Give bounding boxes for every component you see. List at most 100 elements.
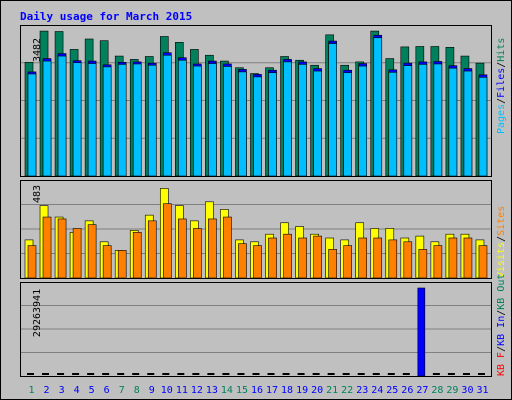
bar-kb-zero-day-3 xyxy=(57,373,65,375)
bar-sites-day-15 xyxy=(238,243,247,279)
legend-visits-sites-part-0: Visits xyxy=(496,242,507,278)
bar-kb-zero-day-21 xyxy=(327,373,335,375)
bar-sites-day-31 xyxy=(478,245,488,279)
x-axis-labels: 1 2 3 4 5 6 7 8 9 10 11 12 13 14 15 16 17 18 19 20 21 22 23 24 2… xyxy=(29,385,489,396)
bar-pages-day-19 xyxy=(298,64,307,177)
bar-sites-day-13 xyxy=(208,218,217,279)
bar-pages-day-30 xyxy=(463,70,473,177)
bar-pages-day-31 xyxy=(478,77,488,177)
bar-kb-zero-day-16 xyxy=(252,373,260,375)
panel3-ymax-label: 29263941 xyxy=(32,289,43,337)
bar-sites-day-19 xyxy=(298,237,307,279)
bar-kb-zero-day-22 xyxy=(342,373,350,375)
bar-pages-day-8 xyxy=(132,63,142,177)
bar-kb-zero-day-31 xyxy=(477,373,485,375)
x-tick-label-day-10: 10 xyxy=(161,385,173,396)
x-tick-label-day-7: 7 xyxy=(119,385,125,396)
bar-sites-day-6 xyxy=(102,245,112,279)
bar-pages-day-11 xyxy=(178,59,187,177)
bar-kb-zero-day-20 xyxy=(312,373,320,375)
x-tick-label-day-12: 12 xyxy=(191,385,203,396)
bar-pages-day-23 xyxy=(358,65,368,177)
bar-pages-day-17 xyxy=(268,72,277,177)
bar-marks xyxy=(24,30,488,377)
x-tick-label-day-22: 22 xyxy=(341,385,353,396)
x-tick-label-day-9: 9 xyxy=(149,385,155,396)
bar-pages-day-6 xyxy=(102,66,112,177)
bar-kb-zero-day-28 xyxy=(432,373,440,375)
x-tick-label-day-20: 20 xyxy=(311,385,323,396)
x-tick-label-day-25: 25 xyxy=(386,385,398,396)
bar-sites-day-9 xyxy=(147,220,157,279)
bar-pages-day-16 xyxy=(253,76,262,177)
bar-kb-zero-day-1 xyxy=(27,373,34,375)
x-tick-label-day-17: 17 xyxy=(266,385,278,396)
x-tick-label-day-21: 21 xyxy=(326,385,338,396)
bar-pages-day-15 xyxy=(238,71,247,177)
bar-kb-zero-day-30 xyxy=(462,373,470,375)
bar-sites-day-5 xyxy=(87,224,97,279)
bar-pages-day-1 xyxy=(27,73,37,177)
panel2-ymax-label: 483 xyxy=(32,185,43,203)
bar-pages-day-4 xyxy=(72,62,82,177)
x-tick-label-day-23: 23 xyxy=(356,385,368,396)
bar-pages-day-5 xyxy=(87,63,97,177)
bar-sites-day-3 xyxy=(57,218,67,279)
bar-kb-zero-day-2 xyxy=(42,373,50,375)
bar-sites-day-12 xyxy=(193,228,202,279)
bar-kb-zero-day-10 xyxy=(162,373,170,375)
x-tick-label-day-8: 8 xyxy=(134,385,140,396)
bar-kb-zero-day-17 xyxy=(267,373,275,375)
x-tick-label-day-18: 18 xyxy=(281,385,293,396)
chart-title: Daily usage for March 2015 xyxy=(20,10,192,23)
bar-kb-zero-day-13 xyxy=(207,373,215,375)
x-tick-label-day-30: 30 xyxy=(461,385,473,396)
bar-sites-day-17 xyxy=(268,237,277,279)
x-tick-label-day-3: 3 xyxy=(59,385,65,396)
legend-kb-part-4: KB Out xyxy=(496,274,507,310)
legend-visits-sites-part-1: / xyxy=(496,236,507,242)
x-tick-label-day-4: 4 xyxy=(74,385,80,396)
bar-pages-day-28 xyxy=(433,63,443,177)
bar-kb-zero-day-8 xyxy=(132,373,140,375)
x-tick-label-day-5: 5 xyxy=(89,385,95,396)
bar-kb-zero-day-26 xyxy=(402,373,410,375)
x-tick-label-day-26: 26 xyxy=(401,385,413,396)
bar-sites-day-8 xyxy=(132,231,142,279)
bar-sites-day-25 xyxy=(388,239,398,279)
bar-sites-day-28 xyxy=(433,245,443,279)
x-tick-label-day-24: 24 xyxy=(371,385,383,396)
bar-sites-day-21 xyxy=(328,249,337,279)
x-tick-label-day-14: 14 xyxy=(221,385,233,396)
bar-sites-day-10 xyxy=(162,203,172,279)
legend-pages-files-hits: Pages/Files/Hits xyxy=(496,38,507,134)
x-tick-label-day-16: 16 xyxy=(251,385,263,396)
legend-kb: KB F/KB In/KB Out xyxy=(496,274,507,376)
bar-sites-day-16 xyxy=(253,245,262,279)
x-tick-label-day-27: 27 xyxy=(416,385,428,396)
bar-sites-day-22 xyxy=(343,245,352,279)
bar-pages-day-29 xyxy=(448,67,458,177)
legend-pages-files-hits-part-3: / xyxy=(496,62,507,68)
bar-pages-day-27 xyxy=(418,64,428,177)
x-tick-label-day-19: 19 xyxy=(296,385,308,396)
x-tick-label-day-11: 11 xyxy=(176,385,188,396)
bar-sites-day-26 xyxy=(403,241,413,279)
bar-kb-zero-day-24 xyxy=(372,373,380,375)
bar-kb-zero-day-15 xyxy=(237,373,245,375)
bar-kb-zero-day-6 xyxy=(102,373,110,375)
x-tick-label-day-2: 2 xyxy=(44,385,50,396)
bar-kb-zero-day-9 xyxy=(147,373,155,375)
bar-pages-day-7 xyxy=(117,64,127,177)
bar-sites-day-29 xyxy=(448,237,458,279)
legend-pages-files-hits-part-0: Pages xyxy=(496,104,507,134)
bar-kb-zero-day-7 xyxy=(117,373,125,375)
bar-kb-zero-day-29 xyxy=(447,373,455,375)
legend-kb-part-3: / xyxy=(496,310,507,316)
x-tick-label-day-31: 31 xyxy=(476,385,488,396)
bar-pages-day-18 xyxy=(283,61,292,177)
x-tick-label-day-6: 6 xyxy=(104,385,110,396)
bar-pages-day-9 xyxy=(147,64,157,177)
